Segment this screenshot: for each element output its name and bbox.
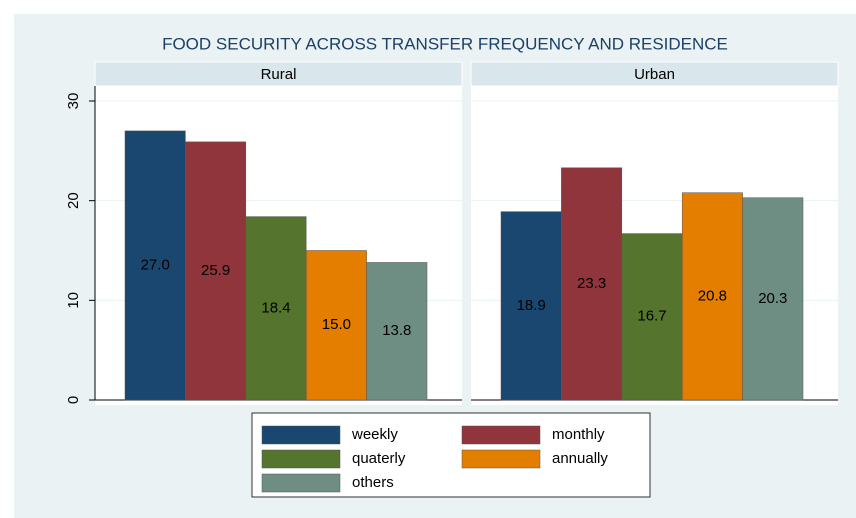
- legend-label: others: [352, 474, 394, 491]
- legend-swatch: [261, 425, 341, 445]
- chart-title: FOOD SECURITY ACROSS TRANSFER FREQUENCY …: [162, 34, 728, 53]
- y-tick-label: 0: [65, 396, 82, 404]
- value-label: 16.7: [637, 308, 666, 325]
- legend-swatch: [461, 425, 541, 445]
- bar: [500, 211, 562, 401]
- bar: [305, 250, 367, 401]
- bar: [245, 216, 307, 401]
- value-label: 23.3: [577, 275, 606, 292]
- legend-swatch: [261, 449, 341, 469]
- legend-swatch: [261, 473, 341, 493]
- y-tick-label: 30: [65, 93, 82, 110]
- legend-label: quaterly: [352, 450, 406, 467]
- value-label: 18.4: [261, 299, 290, 316]
- bar: [561, 167, 623, 401]
- y-tick-label: 10: [65, 292, 82, 309]
- bar: [124, 130, 186, 401]
- legend-label: monthly: [552, 426, 605, 443]
- value-label: 20.8: [698, 287, 727, 304]
- bar: [621, 233, 683, 401]
- panel-header: [94, 61, 463, 87]
- value-label: 18.9: [517, 297, 546, 314]
- legend-label: annually: [552, 450, 608, 467]
- panel-header: [470, 61, 839, 87]
- legend-swatch: [461, 449, 541, 469]
- panel-title: Rural: [261, 66, 297, 83]
- value-label: 13.8: [382, 322, 411, 339]
- y-tick-label: 20: [65, 192, 82, 209]
- value-label: 20.3: [758, 290, 787, 307]
- value-label: 27.0: [141, 256, 170, 273]
- bar: [366, 262, 428, 401]
- bar: [742, 197, 804, 401]
- panel-title: Urban: [634, 66, 675, 83]
- value-label: 25.9: [201, 262, 230, 279]
- value-label: 15.0: [322, 316, 351, 333]
- bar: [681, 192, 743, 401]
- bar: [185, 141, 247, 401]
- legend-label: weekly: [351, 426, 398, 443]
